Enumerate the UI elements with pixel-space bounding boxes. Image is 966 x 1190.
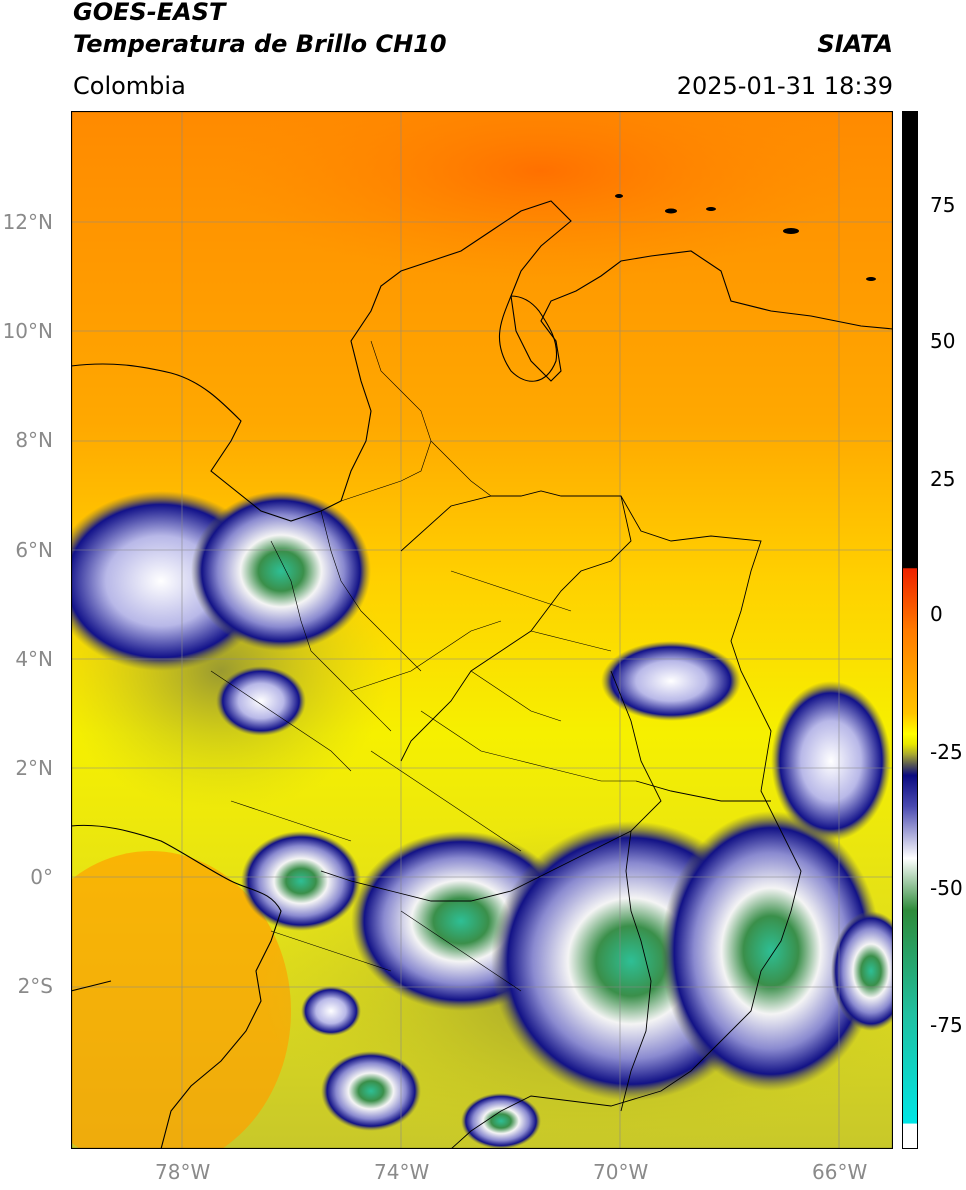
title-line-1: GOES-EAST	[73, 0, 226, 26]
department-borders	[210, 340, 636, 992]
agency-label: SIATA	[817, 30, 893, 58]
cloud-cell-7	[301, 986, 361, 1036]
cloud-cluster-east	[661, 811, 881, 1091]
national-borders	[320, 490, 802, 1149]
cloud-cell-8	[831, 911, 893, 1031]
cloud-cell-6	[461, 1093, 541, 1149]
lat-label-12n: 12°N	[2, 210, 53, 234]
cloud-cell-5	[321, 1051, 421, 1131]
colorbar-tick-50: 50	[930, 329, 956, 353]
cloud-cluster-antioquia	[191, 491, 371, 651]
lon-label-70w: 70°W	[593, 1160, 649, 1184]
colorbar-tick-75: 75	[930, 193, 956, 217]
cloud-cell-4	[771, 681, 891, 841]
title-line-2: Temperatura de Brillo CH10	[73, 30, 447, 58]
map-frame	[71, 111, 893, 1149]
lat-label-2s: 2°S	[17, 974, 53, 998]
lat-label-8n: 8°N	[15, 428, 53, 452]
lat-label-6n: 6°N	[15, 538, 53, 562]
lat-label-2n: 2°N	[15, 756, 53, 780]
cloud-cell-2	[241, 831, 361, 931]
colorbar-tick-25: 25	[930, 467, 956, 491]
graticule	[71, 111, 893, 1149]
islands	[615, 194, 876, 281]
lon-label-78w: 78°W	[155, 1160, 211, 1184]
lat-label-0: 0°	[30, 865, 53, 889]
colorbar-tick-0: 0	[930, 602, 943, 626]
colorbar-tick-neg75: -75	[930, 1013, 963, 1037]
lat-label-10n: 10°N	[2, 319, 53, 343]
region-subtitle: Colombia	[73, 72, 186, 100]
lon-label-74w: 74°W	[374, 1160, 430, 1184]
cloud-cell-1	[216, 666, 306, 736]
lon-label-66w: 66°W	[812, 1160, 868, 1184]
cloud-cell-3	[601, 641, 741, 721]
colorbar-tick-neg25: -25	[930, 740, 963, 764]
colorbar	[902, 111, 918, 1149]
warm-area-pacific	[71, 851, 291, 1149]
satellite-map	[71, 111, 893, 1149]
timestamp: 2025-01-31 18:39	[676, 72, 893, 100]
coastlines	[71, 200, 893, 1149]
colorbar-tick-neg50: -50	[930, 876, 963, 900]
lat-label-4n: 4°N	[15, 647, 53, 671]
warm-area-caribbean	[221, 111, 861, 281]
